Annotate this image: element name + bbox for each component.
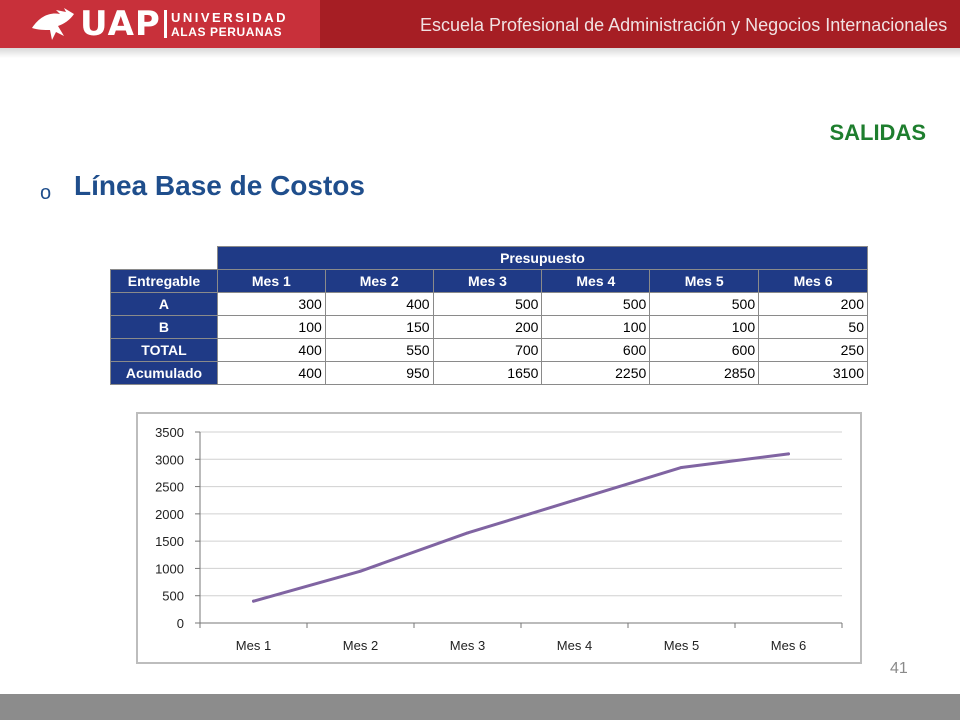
header-shadow bbox=[0, 48, 960, 58]
chart-frame bbox=[136, 412, 862, 664]
table-cell: 500 bbox=[432, 292, 543, 316]
x-tick-label: Mes 5 bbox=[664, 638, 699, 653]
data-point bbox=[787, 452, 790, 456]
table-cell: 300 bbox=[216, 292, 326, 316]
logo-university-name: UNIVERSIDAD ALAS PERUANAS bbox=[171, 10, 289, 40]
table-cell: 1650 bbox=[432, 361, 543, 385]
column-header: Mes 3 bbox=[432, 269, 543, 293]
y-tick-label: 2500 bbox=[155, 480, 184, 495]
table-cell: 600 bbox=[541, 338, 651, 362]
table-cell: 100 bbox=[216, 315, 326, 339]
budget-table: Presupuesto Entregable Mes 1 Mes 2 Mes 3… bbox=[110, 246, 869, 385]
table-row: TOTAL 400 550 700 600 600 250 bbox=[110, 338, 868, 362]
row-header: B bbox=[110, 315, 218, 339]
table-row: A 300 400 500 500 500 200 bbox=[110, 292, 868, 316]
table-cell: 500 bbox=[649, 292, 760, 316]
table-column-header-row: Entregable Mes 1 Mes 2 Mes 3 Mes 4 Mes 5… bbox=[110, 269, 868, 293]
y-tick-label: 0 bbox=[177, 616, 184, 631]
table-cell: 400 bbox=[216, 361, 326, 385]
y-tick-label: 1500 bbox=[155, 534, 184, 549]
line-chart: 0 500 1000 1500 2000 2500 3000 3500 Mes 1 Mes 2 Me… bbox=[155, 425, 843, 653]
data-point bbox=[573, 498, 576, 502]
column-header: Mes 6 bbox=[758, 269, 868, 293]
table-cell: 500 bbox=[541, 292, 651, 316]
table-corner-blank bbox=[110, 246, 218, 270]
data-point bbox=[466, 531, 469, 535]
table-cell: 50 bbox=[758, 315, 868, 339]
row-header: A bbox=[110, 292, 218, 316]
table-cell: 100 bbox=[541, 315, 651, 339]
y-tick-label: 1000 bbox=[155, 561, 184, 576]
logo-line2: ALAS PERUANAS bbox=[171, 25, 283, 39]
page-number: 41 bbox=[890, 660, 908, 677]
table-cell: 250 bbox=[758, 338, 868, 362]
table-group-header: Presupuesto bbox=[216, 246, 869, 270]
logo-uap-text: UAP bbox=[80, 4, 161, 44]
table-cell: 2250 bbox=[541, 361, 651, 385]
school-title: Escuela Profesional de Administración y … bbox=[420, 15, 948, 35]
data-point bbox=[680, 465, 683, 469]
table-row: B 100 150 200 100 100 50 bbox=[110, 315, 868, 339]
table-cell: 600 bbox=[649, 338, 760, 362]
header-bar: UAP UNIVERSIDAD ALAS PERUANAS Escuela Pr… bbox=[0, 0, 960, 48]
slide-title: Línea Base de Costos bbox=[74, 170, 365, 201]
column-header: Mes 2 bbox=[324, 269, 434, 293]
table-corner-header: Entregable bbox=[110, 269, 218, 293]
row-header: Acumulado bbox=[110, 361, 218, 385]
y-tick-label: 500 bbox=[162, 589, 184, 604]
footer-bar bbox=[0, 694, 960, 720]
table-cell: 700 bbox=[432, 338, 543, 362]
eagle-emblem-icon bbox=[32, 8, 74, 40]
data-point bbox=[252, 599, 255, 603]
x-tick-label: Mes 6 bbox=[771, 638, 806, 653]
logo-divider bbox=[164, 10, 167, 38]
table-cell: 950 bbox=[324, 361, 434, 385]
table-cell: 2850 bbox=[649, 361, 760, 385]
row-header: TOTAL bbox=[110, 338, 218, 362]
university-logo[interactable]: UAP UNIVERSIDAD ALAS PERUANAS bbox=[0, 0, 320, 48]
x-tick-label: Mes 3 bbox=[450, 638, 485, 653]
table-cell: 200 bbox=[758, 292, 868, 316]
series-line bbox=[252, 452, 790, 603]
column-header: Mes 4 bbox=[541, 269, 651, 293]
x-tick-label: Mes 2 bbox=[343, 638, 378, 653]
bullet-marker: o bbox=[40, 182, 52, 204]
logo-line1: UNIVERSIDAD bbox=[171, 10, 289, 25]
table-cell: 150 bbox=[324, 315, 434, 339]
column-header: Mes 5 bbox=[649, 269, 760, 293]
table-cell: 400 bbox=[324, 292, 434, 316]
y-tick-label: 3500 bbox=[155, 425, 184, 440]
section-label: SALIDAS bbox=[829, 120, 926, 145]
y-tick-label: 3000 bbox=[155, 452, 184, 467]
table-cell: 100 bbox=[649, 315, 760, 339]
table-row: Acumulado 400 950 1650 2250 2850 3100 bbox=[110, 361, 868, 385]
table-cell: 200 bbox=[432, 315, 543, 339]
table-cell: 3100 bbox=[758, 361, 868, 385]
table-group-header-row: Presupuesto bbox=[110, 246, 869, 270]
table-cell: 550 bbox=[324, 338, 434, 362]
data-point bbox=[359, 569, 362, 573]
y-tick-label: 2000 bbox=[155, 507, 184, 522]
table-cell: 400 bbox=[216, 338, 326, 362]
column-header: Mes 1 bbox=[216, 269, 326, 293]
x-tick-label: Mes 4 bbox=[557, 638, 592, 653]
x-tick-label: Mes 1 bbox=[236, 638, 271, 653]
